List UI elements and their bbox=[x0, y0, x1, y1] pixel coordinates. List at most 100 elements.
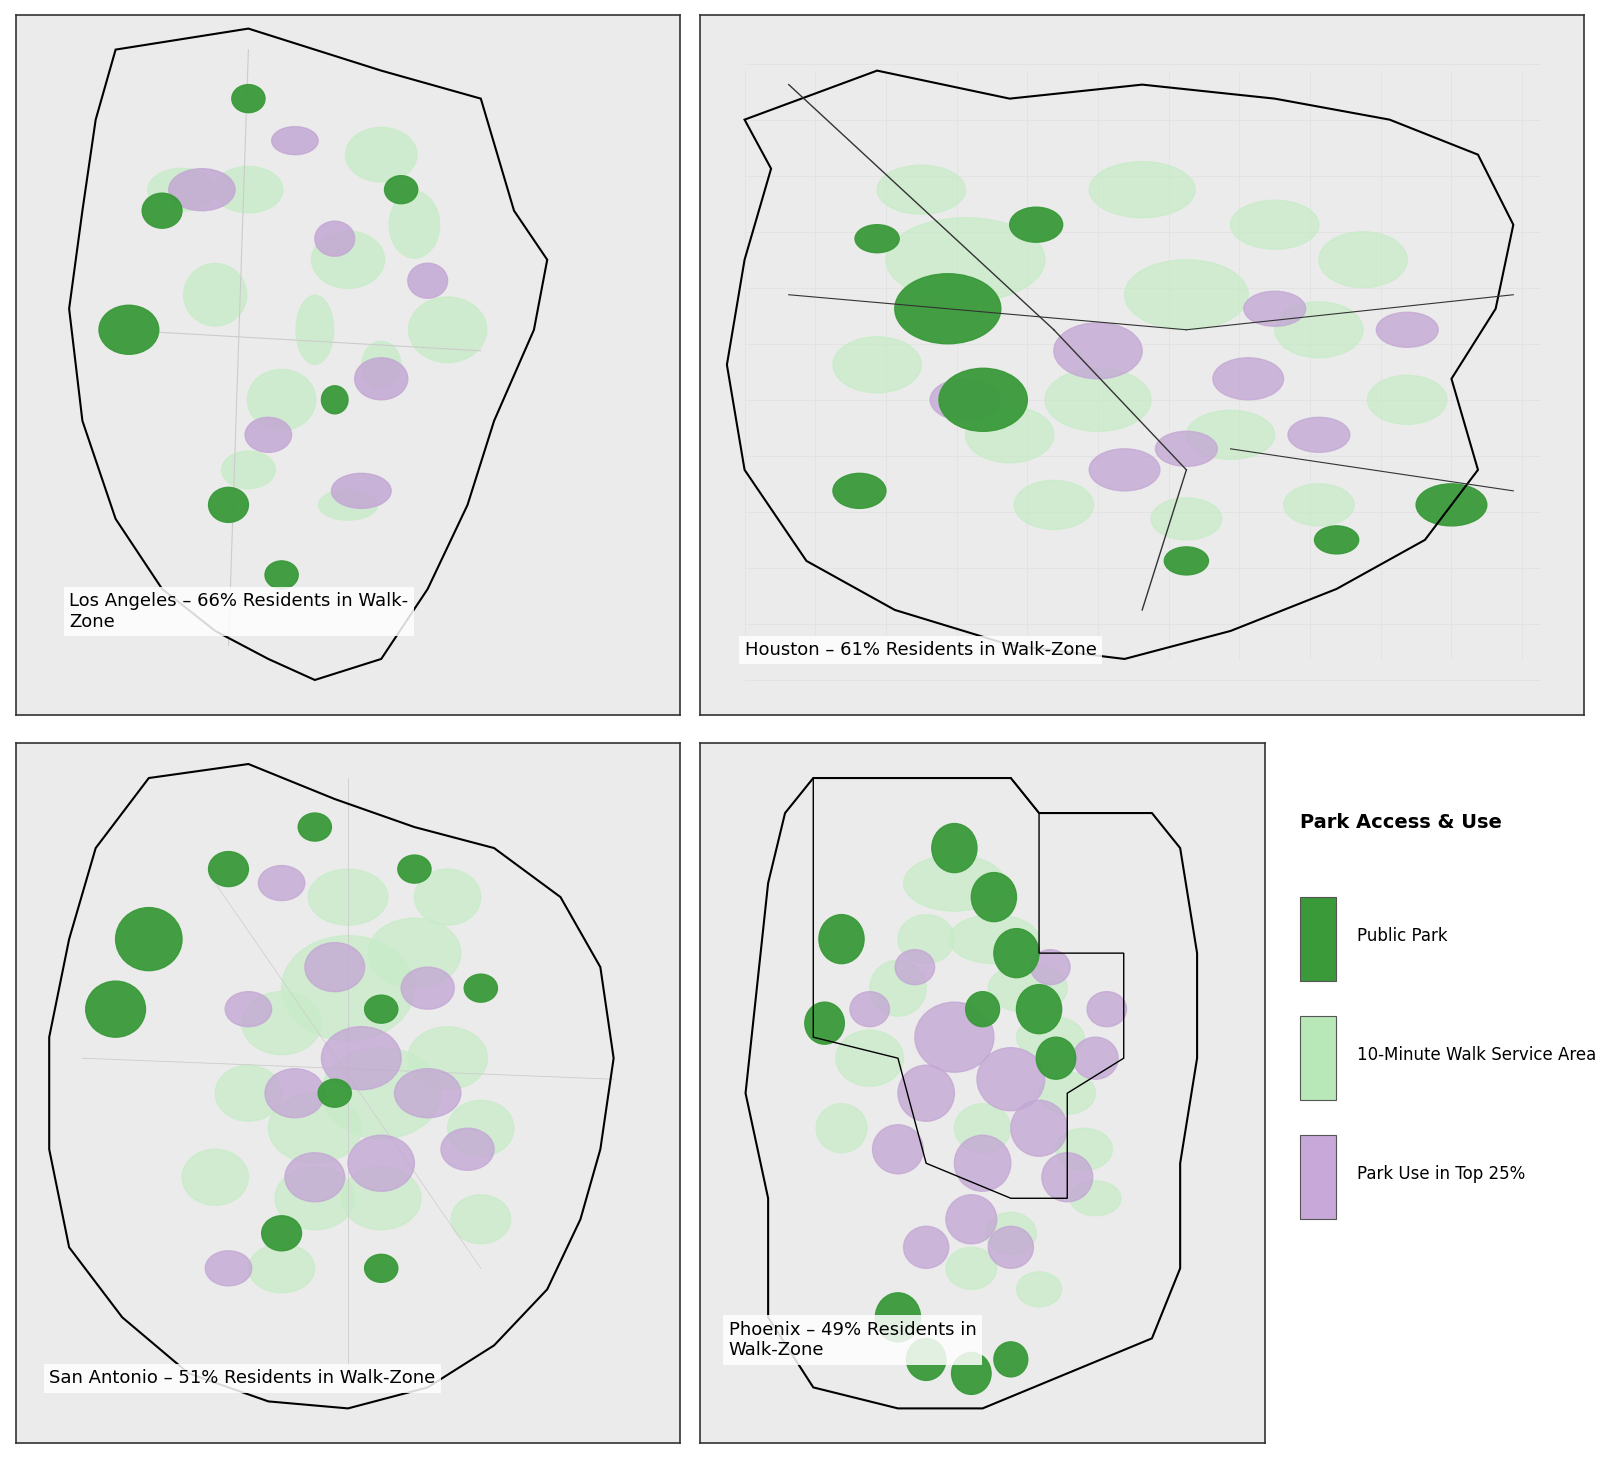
Ellipse shape bbox=[966, 991, 1000, 1026]
Ellipse shape bbox=[915, 1002, 994, 1072]
Ellipse shape bbox=[1230, 200, 1318, 249]
Ellipse shape bbox=[898, 1066, 954, 1121]
Ellipse shape bbox=[349, 1136, 414, 1191]
Ellipse shape bbox=[965, 407, 1054, 462]
Text: Park Access & Use: Park Access & Use bbox=[1301, 814, 1502, 833]
Ellipse shape bbox=[258, 866, 306, 901]
Ellipse shape bbox=[1315, 526, 1358, 554]
Ellipse shape bbox=[408, 1026, 488, 1089]
Ellipse shape bbox=[184, 264, 246, 327]
Ellipse shape bbox=[819, 914, 864, 964]
Ellipse shape bbox=[226, 991, 272, 1026]
Ellipse shape bbox=[1376, 312, 1438, 347]
Ellipse shape bbox=[1090, 162, 1195, 217]
Ellipse shape bbox=[1243, 292, 1306, 327]
Ellipse shape bbox=[1074, 1037, 1118, 1079]
Ellipse shape bbox=[232, 85, 266, 112]
Ellipse shape bbox=[835, 1031, 904, 1086]
Ellipse shape bbox=[1030, 949, 1070, 984]
Ellipse shape bbox=[989, 964, 1067, 1013]
Ellipse shape bbox=[1016, 984, 1062, 1034]
Ellipse shape bbox=[1038, 1072, 1096, 1114]
Ellipse shape bbox=[395, 1069, 461, 1118]
Ellipse shape bbox=[346, 127, 418, 182]
Ellipse shape bbox=[242, 991, 322, 1054]
Ellipse shape bbox=[894, 274, 1002, 344]
Ellipse shape bbox=[1125, 260, 1248, 330]
Ellipse shape bbox=[168, 169, 235, 211]
Ellipse shape bbox=[1037, 1037, 1075, 1079]
Ellipse shape bbox=[275, 1166, 355, 1229]
Ellipse shape bbox=[1150, 497, 1222, 539]
Ellipse shape bbox=[894, 949, 934, 984]
Ellipse shape bbox=[1186, 410, 1275, 459]
Ellipse shape bbox=[464, 974, 498, 1002]
Ellipse shape bbox=[115, 907, 182, 971]
Ellipse shape bbox=[1045, 369, 1150, 432]
Ellipse shape bbox=[448, 1101, 514, 1156]
Bar bbox=[1301, 1136, 1336, 1219]
Text: San Antonio – 51% Residents in Walk-Zone: San Antonio – 51% Residents in Walk-Zone bbox=[50, 1369, 435, 1388]
Ellipse shape bbox=[805, 1002, 845, 1044]
Ellipse shape bbox=[1014, 480, 1093, 529]
Ellipse shape bbox=[389, 191, 440, 258]
Ellipse shape bbox=[266, 561, 298, 589]
Text: Public Park: Public Park bbox=[1357, 927, 1448, 945]
Ellipse shape bbox=[994, 1341, 1027, 1376]
Ellipse shape bbox=[245, 417, 291, 452]
Ellipse shape bbox=[414, 869, 482, 926]
Ellipse shape bbox=[272, 127, 318, 155]
Ellipse shape bbox=[298, 814, 331, 841]
Ellipse shape bbox=[930, 379, 1002, 421]
Ellipse shape bbox=[877, 165, 965, 214]
Ellipse shape bbox=[266, 1069, 325, 1118]
Ellipse shape bbox=[1275, 302, 1363, 357]
Ellipse shape bbox=[1090, 449, 1160, 491]
Ellipse shape bbox=[408, 297, 486, 363]
Ellipse shape bbox=[282, 936, 414, 1041]
Ellipse shape bbox=[318, 1079, 352, 1107]
Ellipse shape bbox=[1011, 1101, 1067, 1156]
Ellipse shape bbox=[214, 166, 283, 213]
Text: Houston – 61% Residents in Walk-Zone: Houston – 61% Residents in Walk-Zone bbox=[744, 642, 1096, 659]
Ellipse shape bbox=[854, 225, 899, 252]
Ellipse shape bbox=[1155, 432, 1218, 467]
Ellipse shape bbox=[1213, 357, 1283, 399]
Ellipse shape bbox=[904, 854, 1005, 911]
Ellipse shape bbox=[322, 386, 349, 414]
Ellipse shape bbox=[285, 1153, 344, 1201]
Ellipse shape bbox=[954, 1104, 1011, 1153]
Ellipse shape bbox=[946, 1194, 997, 1244]
Ellipse shape bbox=[216, 1066, 282, 1121]
Ellipse shape bbox=[939, 369, 1027, 432]
Ellipse shape bbox=[834, 474, 886, 509]
Ellipse shape bbox=[954, 1136, 1011, 1191]
Ellipse shape bbox=[208, 851, 248, 886]
Ellipse shape bbox=[384, 175, 418, 204]
Ellipse shape bbox=[248, 1244, 315, 1293]
Ellipse shape bbox=[1283, 484, 1354, 526]
Ellipse shape bbox=[904, 1226, 949, 1268]
Ellipse shape bbox=[989, 1226, 1034, 1268]
Ellipse shape bbox=[362, 341, 400, 388]
Ellipse shape bbox=[850, 991, 890, 1026]
Ellipse shape bbox=[306, 943, 365, 991]
Ellipse shape bbox=[331, 474, 390, 509]
Ellipse shape bbox=[408, 264, 448, 299]
Ellipse shape bbox=[269, 1094, 362, 1163]
Ellipse shape bbox=[1318, 232, 1408, 287]
Ellipse shape bbox=[368, 919, 461, 989]
Ellipse shape bbox=[296, 296, 334, 364]
Ellipse shape bbox=[886, 217, 1045, 302]
Ellipse shape bbox=[147, 168, 216, 211]
Ellipse shape bbox=[318, 490, 378, 521]
Ellipse shape bbox=[402, 967, 454, 1009]
Ellipse shape bbox=[834, 337, 922, 392]
Ellipse shape bbox=[816, 1104, 867, 1153]
Ellipse shape bbox=[341, 1166, 421, 1229]
Ellipse shape bbox=[442, 1128, 494, 1171]
Ellipse shape bbox=[182, 1149, 248, 1206]
Ellipse shape bbox=[398, 854, 430, 884]
Ellipse shape bbox=[142, 194, 182, 229]
Ellipse shape bbox=[322, 1048, 442, 1139]
